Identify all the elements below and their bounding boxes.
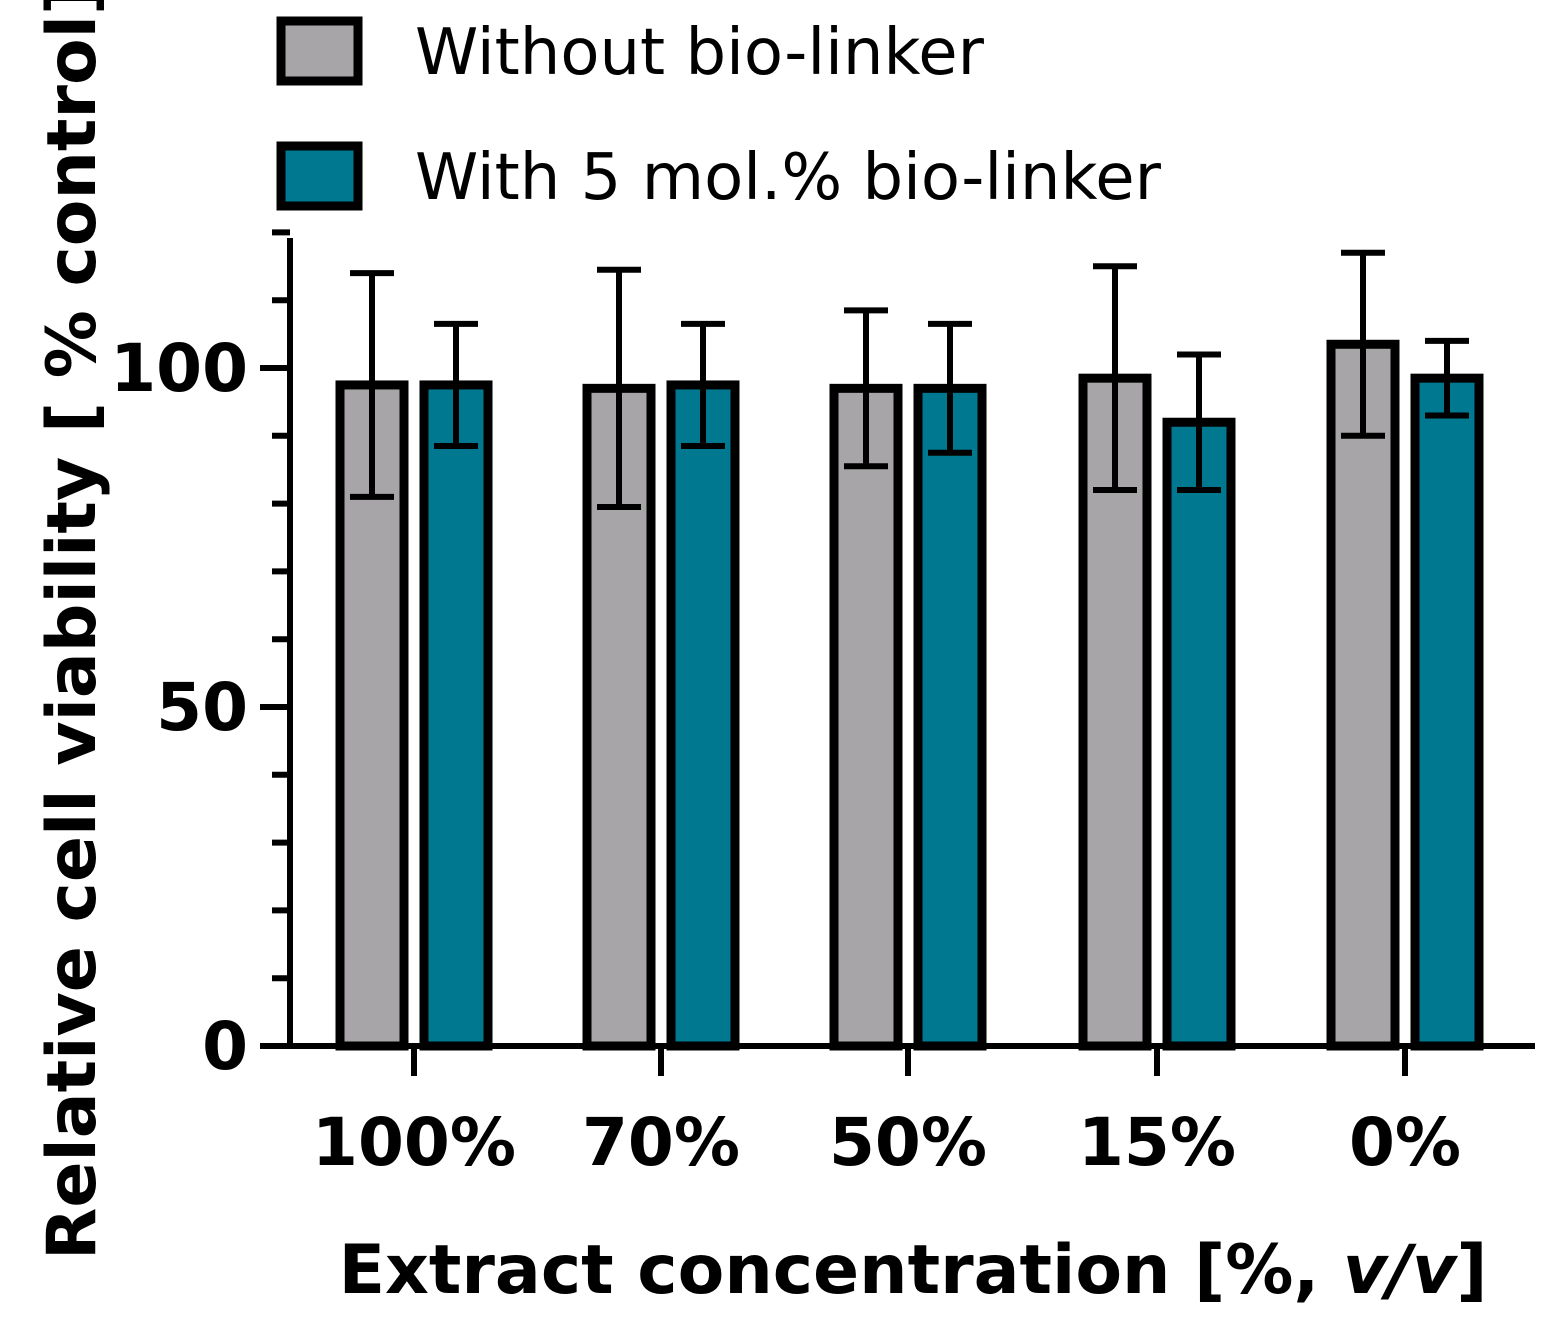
- y-tick-label: 0: [202, 1008, 248, 1085]
- bar-with-linker-70pct: [666, 380, 740, 1051]
- legend-item-without-linker: Without bio-linker: [276, 16, 985, 90]
- x-axis-title: Extract concentration [%, v/v]: [339, 1231, 1488, 1310]
- error-bar-without-linker-15pct: [1093, 263, 1137, 494]
- y-tick-label: 50: [156, 669, 248, 746]
- bar-with-linker-15pct: [1162, 417, 1236, 1051]
- bar-with-linker-0pct: [1410, 373, 1484, 1051]
- bar-without-linker-0pct: [1326, 339, 1400, 1051]
- error-bar-with-linker-100pct: [434, 320, 478, 449]
- error-bar-without-linker-100pct: [350, 270, 394, 500]
- legend-swatch: [276, 16, 363, 86]
- legend-swatch: [276, 141, 363, 211]
- y-tick-label: 100: [110, 330, 248, 407]
- legend-label: Without bio-linker: [415, 16, 985, 90]
- bar-with-linker-100pct: [419, 380, 493, 1051]
- bar-with-linker-50pct: [913, 383, 987, 1051]
- error-bar-without-linker-50pct: [844, 307, 888, 470]
- labels: 0 50 100 100% 70% 50% 15% 0% Extract concentrati…: [33, 0, 1487, 1310]
- x-tick-label: 50%: [829, 1104, 987, 1181]
- axes: [260, 229, 1535, 1076]
- error-bar-without-linker-0pct: [1341, 249, 1385, 439]
- legend: Without bio-linker With 5 mol.% bio-linke…: [276, 16, 1162, 215]
- legend-label: With 5 mol.% bio-linker: [415, 141, 1162, 215]
- x-tick-label: 15%: [1078, 1104, 1236, 1181]
- bars: [335, 339, 1484, 1051]
- x-tick-label: 100%: [312, 1104, 516, 1181]
- error-bar-with-linker-50pct: [928, 320, 972, 456]
- legend-item-with-linker: With 5 mol.% bio-linker: [276, 141, 1162, 215]
- error-bar-without-linker-70pct: [597, 266, 641, 510]
- error-bars: [350, 249, 1469, 510]
- x-tick-label: 70%: [582, 1104, 740, 1181]
- error-bar-with-linker-0pct: [1425, 337, 1469, 419]
- error-bar-with-linker-15pct: [1177, 351, 1221, 494]
- x-tick-label: 0%: [1349, 1104, 1461, 1181]
- error-bar-with-linker-70pct: [681, 320, 725, 449]
- bar-without-linker-50pct: [829, 383, 903, 1051]
- y-axis-title: Relative cell viability [ % control]: [33, 0, 112, 1260]
